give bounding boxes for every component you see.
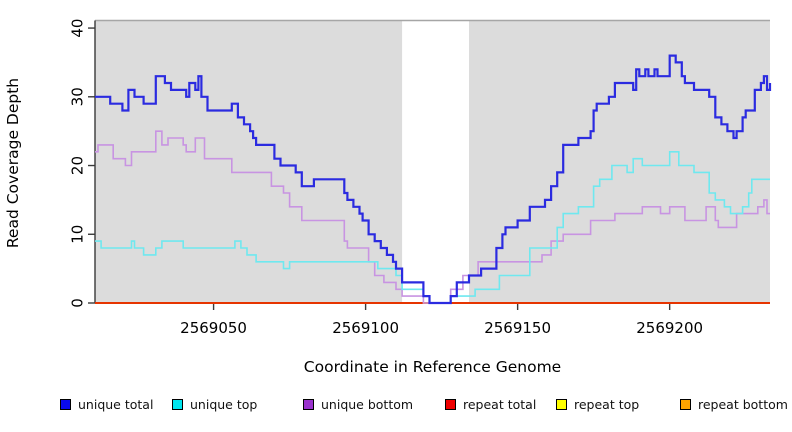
y-tick-label: 20 xyxy=(69,156,87,175)
legend-item-repeat-bottom: repeat bottom xyxy=(680,395,788,413)
y-tick-label: 40 xyxy=(69,19,87,38)
legend-label: repeat top xyxy=(574,396,640,412)
legend-item-repeat-total: repeat total xyxy=(445,395,536,413)
x-tick-label: 2569050 xyxy=(180,319,247,337)
legend-swatch-repeat-total xyxy=(445,398,456,410)
legend-swatch-repeat-bottom xyxy=(680,398,691,410)
legend-label: repeat total xyxy=(463,396,537,412)
legend-swatch-unique-bottom xyxy=(303,398,314,410)
x-tick-label: 2569100 xyxy=(332,319,399,337)
series-line-unique-bottom xyxy=(95,130,770,304)
y-tick-label: 30 xyxy=(69,87,87,106)
x-axis-title: Coordinate in Reference Genome xyxy=(303,358,562,376)
legend-label: unique top xyxy=(190,396,258,412)
legend-item-unique-top: unique top xyxy=(172,395,257,413)
legend-item-unique-bottom: unique bottom xyxy=(303,395,413,413)
legend-label: unique bottom xyxy=(321,396,414,412)
y-tick-label: 0 xyxy=(69,298,87,308)
coverage-chart: 0 10 20 30 40 2569050 2569100 2569150 2569200 xyxy=(69,19,772,337)
axes xyxy=(88,20,671,310)
legend-label: repeat bottom xyxy=(698,396,788,412)
series-line-unique-top xyxy=(95,151,770,304)
legend-swatch-unique-total xyxy=(60,398,71,410)
highlight-band xyxy=(402,20,469,303)
chart-legend: unique total unique top unique bottom repea… xyxy=(0,395,792,417)
legend-swatch-unique-top xyxy=(172,398,183,410)
tick-labels: 0 10 20 30 40 2569050 2569100 2569150 2569200 xyxy=(69,19,704,337)
y-tick-label: 10 xyxy=(69,225,87,244)
legend-label: unique total xyxy=(78,396,154,412)
x-tick-label: 2569150 xyxy=(484,319,551,337)
legend-item-unique-total: unique total xyxy=(60,395,153,413)
series-line-unique-total xyxy=(95,54,772,305)
y-axis-title: Read Coverage Depth xyxy=(4,77,22,249)
x-tick-label: 2569200 xyxy=(636,319,703,337)
legend-item-repeat-top: repeat top xyxy=(556,395,639,413)
legend-swatch-repeat-top xyxy=(556,398,567,410)
